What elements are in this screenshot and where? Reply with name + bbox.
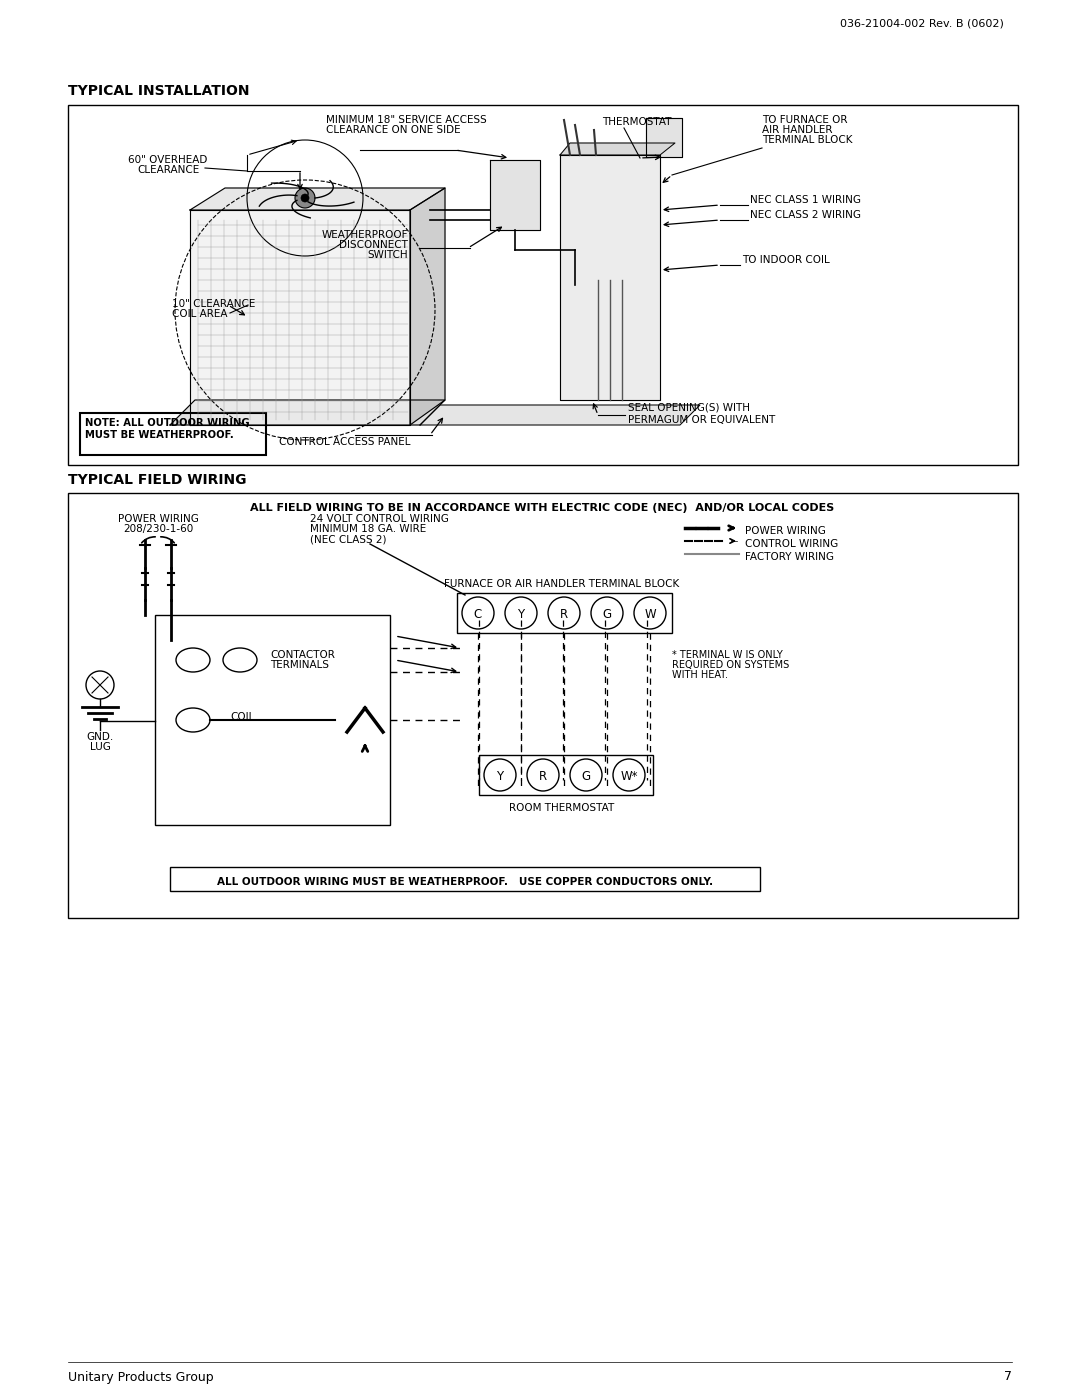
Text: MUST BE WEATHERPROOF.: MUST BE WEATHERPROOF. bbox=[85, 430, 233, 440]
Circle shape bbox=[570, 759, 602, 791]
Text: THERMOSTAT: THERMOSTAT bbox=[602, 117, 672, 127]
Text: ALL OUTDOOR WIRING MUST BE WEATHERPROOF.   USE COPPER CONDUCTORS ONLY.: ALL OUTDOOR WIRING MUST BE WEATHERPROOF.… bbox=[217, 877, 713, 887]
Bar bbox=[156, 615, 390, 826]
Text: 10" CLEARANCE: 10" CLEARANCE bbox=[172, 299, 255, 309]
Text: CLEARANCE ON ONE SIDE: CLEARANCE ON ONE SIDE bbox=[326, 124, 461, 136]
Text: G: G bbox=[603, 608, 611, 620]
Text: AIR HANDLER: AIR HANDLER bbox=[762, 124, 833, 136]
Text: Unitary Products Group: Unitary Products Group bbox=[68, 1370, 214, 1383]
Text: FURNACE OR AIR HANDLER TERMINAL BLOCK: FURNACE OR AIR HANDLER TERMINAL BLOCK bbox=[444, 578, 679, 590]
Text: WITH HEAT.: WITH HEAT. bbox=[672, 671, 728, 680]
Bar bbox=[457, 592, 672, 633]
Text: CONTACTOR: CONTACTOR bbox=[270, 650, 335, 659]
Text: PERMAGUM OR EQUIVALENT: PERMAGUM OR EQUIVALENT bbox=[627, 415, 775, 425]
Circle shape bbox=[295, 189, 315, 208]
Circle shape bbox=[613, 759, 645, 791]
Bar bbox=[480, 754, 653, 795]
Polygon shape bbox=[190, 210, 410, 425]
Text: WEATHERPROOF: WEATHERPROOF bbox=[322, 231, 408, 240]
Text: SWITCH: SWITCH bbox=[367, 250, 408, 260]
Text: TERMINAL BLOCK: TERMINAL BLOCK bbox=[762, 136, 852, 145]
Polygon shape bbox=[420, 405, 700, 425]
Text: GND.: GND. bbox=[86, 732, 113, 742]
Circle shape bbox=[527, 759, 559, 791]
Text: 24 VOLT CONTROL WIRING: 24 VOLT CONTROL WIRING bbox=[310, 514, 449, 524]
Bar bbox=[170, 868, 760, 891]
Text: TO INDOOR COIL: TO INDOOR COIL bbox=[742, 256, 829, 265]
Text: COIL: COIL bbox=[230, 712, 255, 722]
Text: DISCONNECT: DISCONNECT bbox=[339, 240, 408, 250]
Text: TERMINALS: TERMINALS bbox=[270, 659, 329, 671]
Bar bbox=[80, 414, 266, 455]
Text: NEC CLASS 2 WIRING: NEC CLASS 2 WIRING bbox=[750, 210, 861, 219]
Ellipse shape bbox=[176, 648, 210, 672]
Text: POWER WIRING: POWER WIRING bbox=[745, 527, 826, 536]
Text: REQUIRED ON SYSTEMS: REQUIRED ON SYSTEMS bbox=[672, 659, 789, 671]
Text: R: R bbox=[559, 608, 568, 620]
Text: CLEARANCE: CLEARANCE bbox=[137, 165, 199, 175]
Circle shape bbox=[462, 597, 494, 629]
Text: POWER WIRING: POWER WIRING bbox=[118, 514, 199, 524]
Text: 036-21004-002 Rev. B (0602): 036-21004-002 Rev. B (0602) bbox=[840, 20, 1004, 29]
Text: CONTROL WIRING: CONTROL WIRING bbox=[745, 539, 838, 549]
Text: ALL FIELD WIRING TO BE IN ACCORDANCE WITH ELECTRIC CODE (NEC)  AND/OR LOCAL CODE: ALL FIELD WIRING TO BE IN ACCORDANCE WIT… bbox=[249, 503, 834, 513]
Text: C: C bbox=[474, 608, 482, 620]
Polygon shape bbox=[561, 142, 675, 155]
Polygon shape bbox=[170, 400, 445, 425]
Circle shape bbox=[484, 759, 516, 791]
Circle shape bbox=[505, 597, 537, 629]
Text: 60" OVERHEAD: 60" OVERHEAD bbox=[129, 155, 207, 165]
Circle shape bbox=[86, 671, 114, 698]
Text: TYPICAL INSTALLATION: TYPICAL INSTALLATION bbox=[68, 84, 249, 98]
Polygon shape bbox=[646, 117, 681, 156]
Text: TYPICAL FIELD WIRING: TYPICAL FIELD WIRING bbox=[68, 474, 246, 488]
Text: * TERMINAL W IS ONLY: * TERMINAL W IS ONLY bbox=[672, 650, 783, 659]
Polygon shape bbox=[561, 155, 660, 400]
Text: CONTROL ACCESS PANEL: CONTROL ACCESS PANEL bbox=[280, 437, 410, 447]
Text: TO FURNACE OR: TO FURNACE OR bbox=[762, 115, 848, 124]
Text: (NEC CLASS 2): (NEC CLASS 2) bbox=[310, 534, 387, 543]
Text: R: R bbox=[539, 770, 548, 782]
Circle shape bbox=[301, 194, 309, 203]
Circle shape bbox=[548, 597, 580, 629]
Bar bbox=[68, 493, 1018, 918]
Text: ROOM THERMOSTAT: ROOM THERMOSTAT bbox=[510, 803, 615, 813]
Text: 208/230-1-60: 208/230-1-60 bbox=[123, 524, 193, 534]
Text: W*: W* bbox=[620, 770, 638, 782]
Text: Y: Y bbox=[497, 770, 503, 782]
Circle shape bbox=[634, 597, 666, 629]
Polygon shape bbox=[190, 189, 445, 210]
Text: SEAL OPENING(S) WITH: SEAL OPENING(S) WITH bbox=[627, 402, 750, 414]
Text: FACTORY WIRING: FACTORY WIRING bbox=[745, 552, 834, 562]
Text: G: G bbox=[581, 770, 591, 782]
Text: MINIMUM 18 GA. WIRE: MINIMUM 18 GA. WIRE bbox=[310, 524, 427, 534]
Text: MINIMUM 18" SERVICE ACCESS: MINIMUM 18" SERVICE ACCESS bbox=[326, 115, 487, 124]
Polygon shape bbox=[410, 189, 445, 425]
Text: 7: 7 bbox=[1004, 1370, 1012, 1383]
Ellipse shape bbox=[176, 708, 210, 732]
Polygon shape bbox=[490, 161, 540, 231]
Text: COIL AREA: COIL AREA bbox=[172, 309, 228, 319]
Text: NEC CLASS 1 WIRING: NEC CLASS 1 WIRING bbox=[750, 196, 861, 205]
Text: NOTE: ALL OUTDOOR WIRING: NOTE: ALL OUTDOOR WIRING bbox=[85, 418, 249, 427]
Text: LUG: LUG bbox=[90, 742, 110, 752]
Bar bbox=[68, 105, 1018, 465]
Circle shape bbox=[591, 597, 623, 629]
Text: Y: Y bbox=[517, 608, 525, 620]
Text: W: W bbox=[644, 608, 656, 620]
Ellipse shape bbox=[222, 648, 257, 672]
